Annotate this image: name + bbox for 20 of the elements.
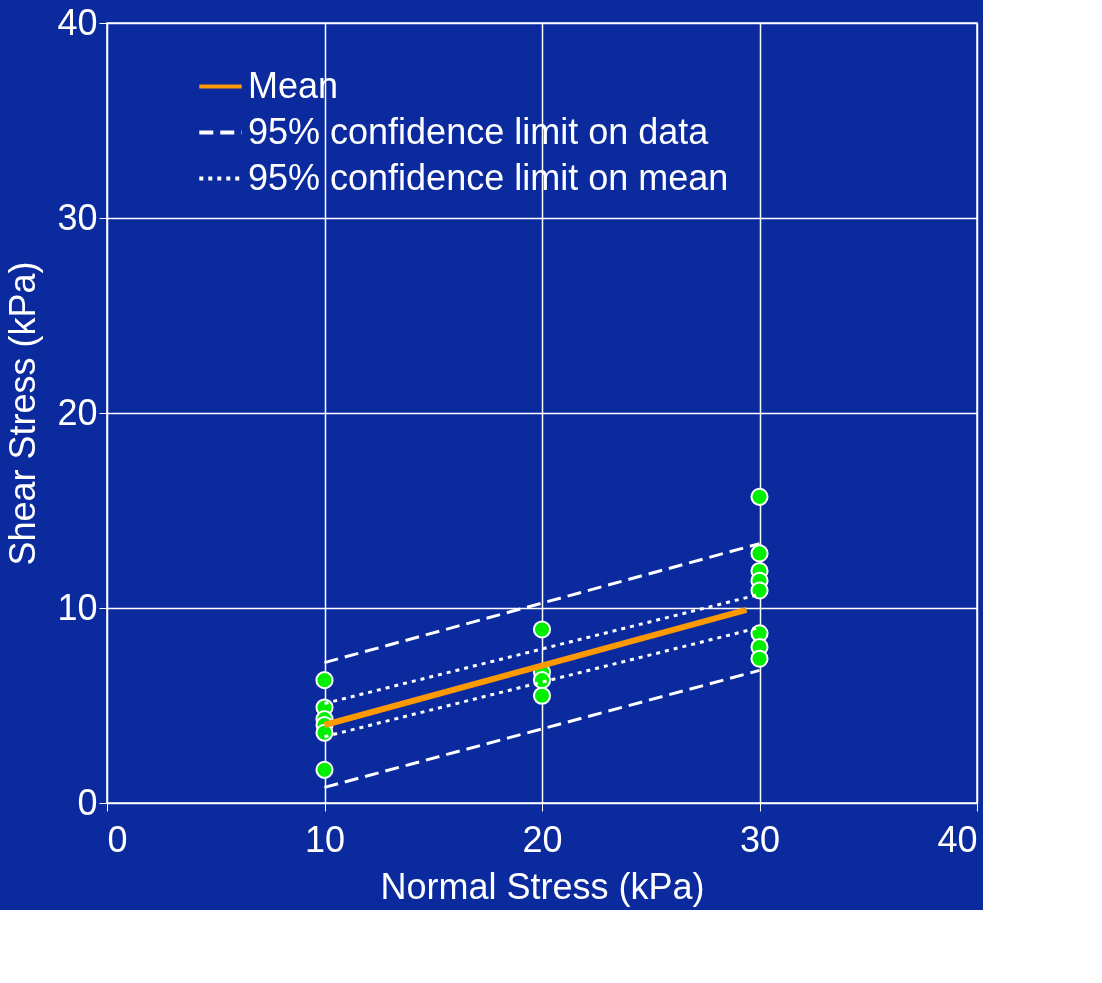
point: [750, 581, 769, 600]
point: [750, 649, 769, 668]
point: [315, 671, 334, 690]
point: [315, 760, 334, 779]
point: [532, 620, 552, 639]
x-tick-label: 0: [107, 818, 128, 860]
y-tick-label: 30: [57, 196, 98, 238]
point: [532, 686, 552, 705]
point: [750, 544, 769, 563]
x-tick-label: 20: [522, 818, 563, 860]
x-tick-label: 30: [739, 818, 781, 860]
y-axis-title: Shear Stress (kPa): [2, 261, 44, 566]
y-tick-label: 20: [57, 391, 98, 433]
y-tick-label: 40: [57, 1, 98, 43]
y-tick-label: 10: [57, 586, 98, 628]
point: [750, 487, 769, 506]
x-axis-title: Normal Stress (kPa): [380, 865, 705, 907]
x-tick-label: 10: [304, 818, 346, 860]
y-tick-label: 0: [77, 781, 98, 823]
x-tick-label: 40: [937, 818, 978, 860]
